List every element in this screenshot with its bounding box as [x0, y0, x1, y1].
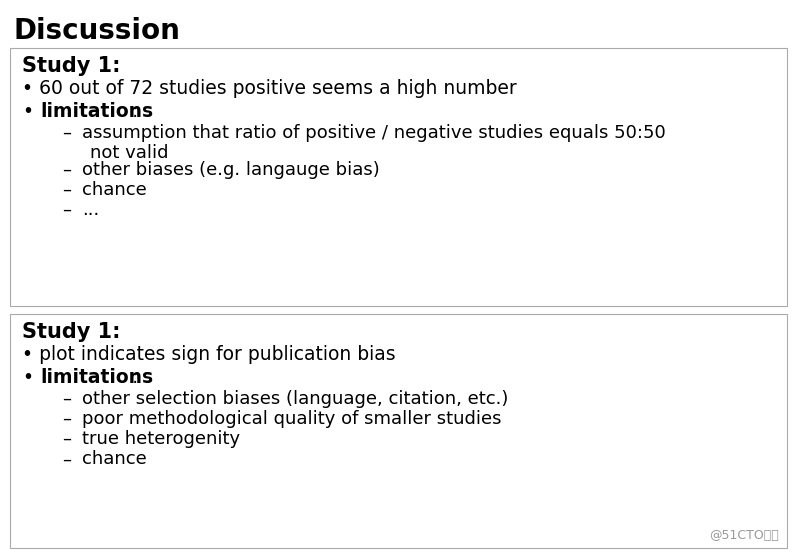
- Text: :: :: [132, 368, 139, 387]
- Text: assumption that ratio of positive / negative studies equals 50:50: assumption that ratio of positive / nega…: [82, 124, 665, 142]
- Text: limitations: limitations: [40, 102, 153, 121]
- Text: other biases (e.g. langauge bias): other biases (e.g. langauge bias): [82, 161, 379, 179]
- Text: Study 1:: Study 1:: [22, 322, 120, 342]
- Text: –: –: [62, 161, 71, 179]
- Text: –: –: [62, 450, 71, 468]
- Text: other selection biases (language, citation, etc.): other selection biases (language, citati…: [82, 390, 508, 408]
- Text: Study 1:: Study 1:: [22, 56, 120, 76]
- Text: limitations: limitations: [40, 368, 153, 387]
- Text: :: :: [132, 102, 139, 121]
- Text: Discussion: Discussion: [14, 17, 181, 45]
- Text: ...: ...: [82, 201, 100, 219]
- Text: –: –: [62, 124, 71, 142]
- Text: •: •: [22, 102, 33, 121]
- Text: •: •: [22, 368, 33, 387]
- Text: –: –: [62, 430, 71, 448]
- Text: • 60 out of 72 studies positive seems a high number: • 60 out of 72 studies positive seems a …: [22, 79, 516, 98]
- Text: true heterogenity: true heterogenity: [82, 430, 240, 448]
- Text: • plot indicates sign for publication bias: • plot indicates sign for publication bi…: [22, 345, 395, 364]
- Text: –: –: [62, 201, 71, 219]
- Text: –: –: [62, 181, 71, 199]
- Text: @51CTO博客: @51CTO博客: [709, 529, 779, 542]
- Text: chance: chance: [82, 450, 147, 468]
- Text: not valid: not valid: [90, 144, 168, 162]
- Text: chance: chance: [82, 181, 147, 199]
- Text: –: –: [62, 410, 71, 428]
- Text: poor methodological quality of smaller studies: poor methodological quality of smaller s…: [82, 410, 501, 428]
- Text: –: –: [62, 390, 71, 408]
